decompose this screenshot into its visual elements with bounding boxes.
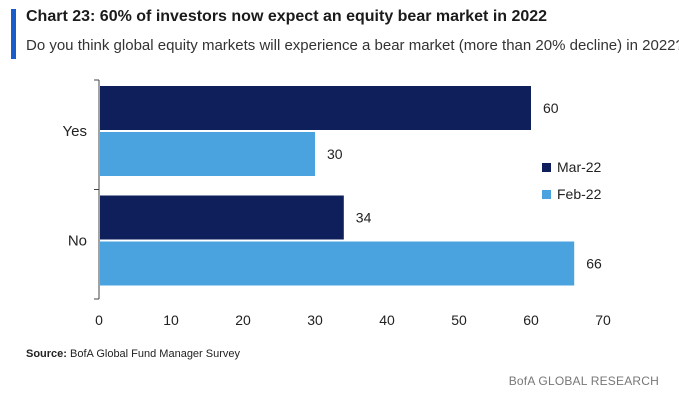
data-label-yes-mar-22: 60 <box>543 100 559 116</box>
title-accent-bar <box>11 9 16 59</box>
bar-yes-mar-22 <box>100 86 531 130</box>
legend-swatch-feb-22 <box>542 190 551 199</box>
legend-label-feb-22: Feb-22 <box>557 186 602 202</box>
source-note: Source: BofA Global Fund Manager Survey <box>26 348 240 360</box>
category-label-yes: Yes <box>63 123 87 140</box>
data-label-no-feb-22: 66 <box>586 256 602 272</box>
x-tick-label: 30 <box>307 312 323 328</box>
source-text: BofA Global Fund Manager Survey <box>66 348 241 360</box>
x-tick-label: 10 <box>163 312 179 328</box>
legend-swatch-mar-22 <box>542 163 551 172</box>
x-tick-label: 70 <box>595 312 611 328</box>
chart-title: Chart 23: 60% of investors now expect an… <box>26 8 548 25</box>
x-tick-label: 0 <box>95 312 103 328</box>
x-tick-label: 50 <box>451 312 467 328</box>
chart-subtitle: Do you think global equity markets will … <box>26 37 679 54</box>
data-label-yes-feb-22: 30 <box>327 146 343 162</box>
source-label: Source: <box>26 348 67 360</box>
legend-label-mar-22: Mar-22 <box>557 159 602 175</box>
x-tick-label: 40 <box>379 312 395 328</box>
category-label-no: No <box>68 233 87 250</box>
brand-logo-text: BofA GLOBAL RESEARCH <box>508 374 659 388</box>
bar-no-feb-22 <box>100 241 575 286</box>
bar-no-mar-22 <box>100 195 344 240</box>
bar-yes-feb-22 <box>100 132 315 176</box>
data-label-no-mar-22: 34 <box>356 210 372 226</box>
x-tick-label: 20 <box>235 312 251 328</box>
x-tick-label: 60 <box>523 312 539 328</box>
bar-chart: Yes 60 30 No 34 66 0 10 20 30 40 50 60 70 Mar-22 Feb-22 <box>63 79 611 328</box>
